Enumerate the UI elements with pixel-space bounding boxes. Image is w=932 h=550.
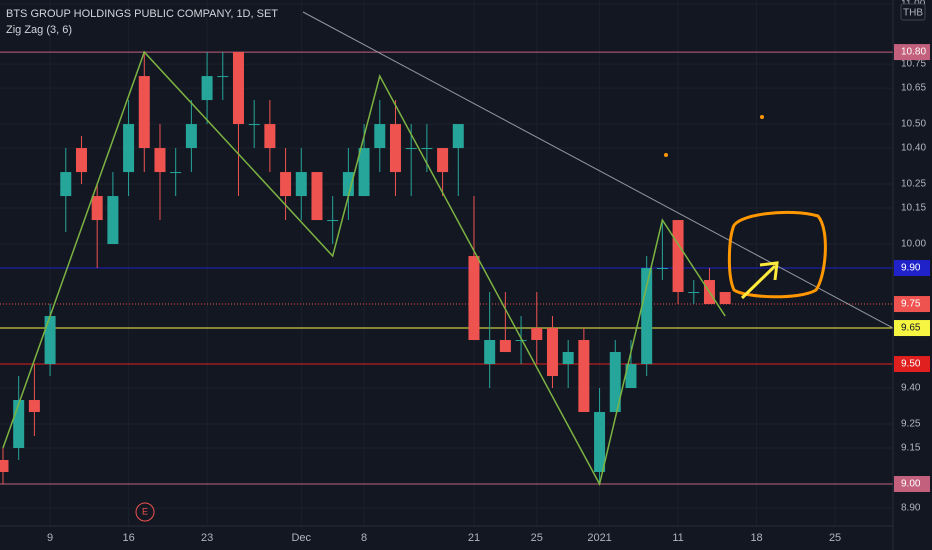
x-tick-label: 18 xyxy=(750,532,762,544)
y-tick-label: 10.00 xyxy=(901,239,926,250)
candle-body xyxy=(264,124,276,149)
candle-body xyxy=(123,124,135,173)
candle-body xyxy=(531,328,543,341)
candle-body xyxy=(452,124,464,149)
y-tick-label: 8.90 xyxy=(901,503,921,514)
dot-drawing xyxy=(664,153,668,157)
candle-body xyxy=(389,124,401,173)
level-label-box xyxy=(894,356,930,373)
candle-body xyxy=(656,268,668,270)
level-label: 10.80 xyxy=(901,47,926,58)
level-label-box xyxy=(894,476,930,493)
arrow-head xyxy=(759,261,779,281)
candle-body xyxy=(13,400,25,449)
circle-drawing xyxy=(727,210,827,299)
x-tick-label: 9 xyxy=(47,532,53,544)
level-label-box xyxy=(894,320,930,337)
y-tick-label: 9.40 xyxy=(901,383,921,394)
candle-body xyxy=(578,340,590,413)
indicator-legend: Zig Zag (3, 6) xyxy=(6,24,72,36)
candle-body xyxy=(28,400,40,413)
candle-body xyxy=(562,352,574,365)
x-tick-label: Dec xyxy=(291,532,311,544)
axes: 11.0010.7510.6510.5010.4010.2510.1510.00… xyxy=(47,0,930,544)
candle-body xyxy=(374,124,386,149)
candle-body xyxy=(515,340,527,342)
arrow-drawing xyxy=(740,264,777,300)
trend-line xyxy=(302,11,894,329)
candle-body xyxy=(44,316,56,365)
candle-body xyxy=(295,172,307,197)
candle-body xyxy=(421,148,433,150)
candle-body xyxy=(594,412,606,473)
candle-body xyxy=(437,148,449,173)
level-label: 9.65 xyxy=(901,323,921,334)
candle-body xyxy=(185,124,197,149)
candle-body xyxy=(0,460,9,473)
y-tick-label: 10.75 xyxy=(901,59,926,70)
overlay xyxy=(2,50,726,487)
x-tick-label: 11 xyxy=(672,532,683,544)
candle-body xyxy=(311,172,323,221)
y-tick-label: 10.25 xyxy=(901,179,926,190)
candle-body xyxy=(625,364,637,389)
candle-body xyxy=(688,292,700,294)
candle-body xyxy=(484,340,496,365)
candle-body xyxy=(154,148,166,173)
level-label-box xyxy=(894,296,930,313)
candle-body xyxy=(107,196,119,245)
x-tick-label: 25 xyxy=(829,532,841,544)
candle-body xyxy=(468,256,480,341)
candle-body xyxy=(327,220,339,222)
y-tick-label: 9.25 xyxy=(901,419,921,430)
y-tick-label: 10.15 xyxy=(901,203,926,214)
candle-body xyxy=(75,148,87,173)
x-tick-label: 21 xyxy=(468,532,480,544)
currency-box xyxy=(900,3,926,21)
candle-body xyxy=(546,328,558,377)
candle-body xyxy=(138,76,150,149)
candle-body xyxy=(60,172,72,197)
level-label-box xyxy=(894,260,930,277)
candle-body xyxy=(641,268,653,365)
candle-body xyxy=(232,52,244,125)
candle-body xyxy=(280,172,292,197)
level-label-box xyxy=(894,44,930,61)
candle-body xyxy=(672,220,684,293)
y-tick-label: 9.15 xyxy=(901,443,921,454)
y-tick-label: 10.50 xyxy=(901,119,926,130)
candle-body xyxy=(405,148,417,150)
level-label: 9.50 xyxy=(901,359,921,370)
zigzag-line xyxy=(2,50,726,487)
x-tick-label: 23 xyxy=(201,532,213,544)
currency: THB xyxy=(903,8,923,19)
candle-body xyxy=(201,76,213,101)
candle-body xyxy=(91,196,103,221)
chart-title: BTS GROUP HOLDINGS PUBLIC COMPANY, 1D, S… xyxy=(6,8,278,20)
earnings-marker[interactable] xyxy=(135,502,155,522)
earnings-label: E xyxy=(142,506,148,516)
candle-body xyxy=(358,148,370,197)
levels xyxy=(0,51,893,485)
x-tick-label: 16 xyxy=(122,532,134,544)
dot-drawing xyxy=(760,115,764,119)
candle-body xyxy=(499,340,511,353)
x-tick-label: 25 xyxy=(531,532,543,544)
candle-body xyxy=(342,172,354,197)
level-label: 9.75 xyxy=(901,299,921,310)
candle-body xyxy=(719,292,731,305)
candle-body xyxy=(248,124,260,126)
level-label: 9.90 xyxy=(901,263,921,274)
level-label: 9.00 xyxy=(901,479,921,490)
x-tick-label: 2021 xyxy=(587,532,611,544)
candles xyxy=(0,52,731,485)
y-tick-label: 10.40 xyxy=(901,143,926,154)
x-tick-label: 8 xyxy=(361,532,367,544)
candle-body xyxy=(217,76,229,78)
candle-body xyxy=(609,352,621,413)
candle-body xyxy=(170,172,182,174)
y-tick-label: 10.65 xyxy=(901,83,926,94)
